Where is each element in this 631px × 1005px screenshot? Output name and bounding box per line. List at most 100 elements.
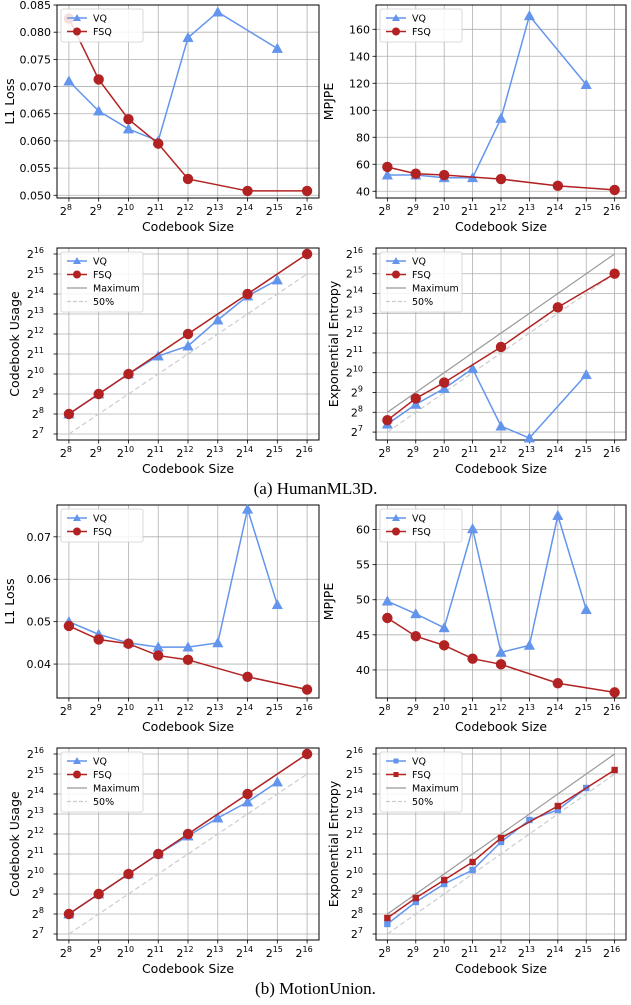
x-tick-label: 216 [603,703,620,718]
y-tick-label: 27 [32,926,44,941]
series-fsq-line [68,253,308,415]
series-fsq-point [440,876,448,884]
x-tick-label: 211 [147,445,164,460]
x-tick-label: 216 [603,203,620,218]
y-tick-label: 210 [27,366,44,381]
series-vq-point [580,368,592,380]
legend-label: Maximum [412,784,459,795]
x-tick-label: 29 [407,445,419,460]
x-tick-label: 214 [546,945,563,960]
y-axis-label: MPJPE [321,83,336,121]
series-maximum-line [387,253,615,413]
legend-marker-vq [392,514,400,521]
series-fsq-point [182,173,194,185]
series-vq-point [412,898,419,906]
series-fsq-point [182,328,194,340]
series-vq-point [381,595,393,606]
series-vq-point [212,6,224,17]
series-vq-line [68,506,279,648]
x-tick-label: 215 [575,703,592,718]
x-tick-label: 215 [266,945,283,960]
series-vq-point [497,838,505,846]
x-tick-label: 211 [461,203,478,218]
y-tick-label: 160 [349,23,370,36]
series-vq-point [241,503,254,514]
series-fsq-point [469,858,476,866]
legend-marker-fsq [393,772,399,777]
y-tick-label: 29 [351,886,363,901]
series-vq-point [495,112,507,123]
series-fsq-point [242,671,253,682]
legend-marker-fsq [73,527,81,536]
y-axis-label: Exponential Entropy [326,280,341,407]
series-fsq-point [301,684,313,695]
caption-motionunion: (b) MotionUnion. [255,979,376,998]
series-fsq-point [182,828,194,840]
legend-label: FSQ [412,770,431,781]
x-tick-label: 212 [176,945,193,960]
x-tick-label: 211 [461,703,478,718]
x-axis-label: Codebook Size [142,719,234,734]
y-tick-label: 0.050 [20,189,52,202]
y-tick-label: 213 [346,806,363,821]
y-tick-label: 214 [346,286,363,301]
x-tick-label: 216 [295,703,312,718]
y-tick-label: 0.080 [20,26,52,39]
legend-label: VQ [412,514,426,525]
y-tick-label: 28 [32,906,44,921]
y-tick-label: 211 [27,846,44,861]
x-tick-label: 212 [489,445,506,460]
legend-label: VQ [93,14,107,25]
legend-marker-vq [73,514,81,521]
legend-marker-vq [392,14,400,21]
y-tick-label: 80 [356,131,370,144]
x-tick-label: 215 [575,203,592,218]
series-vq-point [469,866,476,874]
legend-label: 50% [93,797,114,808]
y-tick-label: 214 [346,786,363,801]
x-tick-label: 215 [266,203,283,218]
y-axis-label: L1 Loss [2,78,17,124]
series-vq-point [580,603,592,614]
legend: VQ FSQ Maximum 50% [379,251,463,313]
series-vq-point [241,796,254,807]
series-fsq-point [438,377,450,388]
x-tick-label: 210 [433,203,450,218]
series-vq-point [523,10,536,21]
legend-marker-fsq [73,770,81,779]
x-tick-label: 214 [546,703,563,718]
x-tick-label: 211 [147,703,164,718]
y-tick-label: 211 [27,346,44,361]
x-tick-label: 28 [378,203,390,218]
legend-label: VQ [93,757,107,768]
legend-label: 50% [412,297,433,308]
legend-label: FSQ [93,527,112,538]
x-tick-label: 213 [518,945,535,960]
series-vq-point [526,816,533,824]
legend-box [60,251,144,313]
series-vq-line [387,512,587,654]
chart-panel-6: 28 29 210 211 212 213 214 215 216 40 45 50 55 60 Codeb… [321,504,627,734]
chart-panel-3: 28 29 210 211 212 213 214 215 216 27 28 29 210 211 212… [7,246,320,476]
y-tick-label: 40 [356,664,370,677]
y-tick-label: 0.065 [20,108,52,121]
y-tick-label: 210 [346,365,363,380]
y-axis-label: Codebook Usage [7,791,22,897]
legend-marker-vq [73,257,81,264]
series-fsq-point [382,161,393,173]
series-fsq-point [301,185,313,197]
series-fsq-point [182,654,194,666]
x-tick-label: 213 [518,203,535,218]
x-tick-label: 211 [147,945,164,960]
series-fsq-point [552,180,564,192]
series-fsq-point [301,248,313,260]
x-tick-label: 211 [461,445,478,460]
series-vq-point [271,274,283,285]
legend-label: FSQ [412,527,431,538]
series-vq-point [182,641,194,652]
series-fsq-point [495,341,507,353]
series-fsq-point [93,74,104,85]
x-tick-label: 28 [60,945,72,960]
series-fsq-point [153,138,164,149]
x-tick-label: 211 [147,203,164,218]
